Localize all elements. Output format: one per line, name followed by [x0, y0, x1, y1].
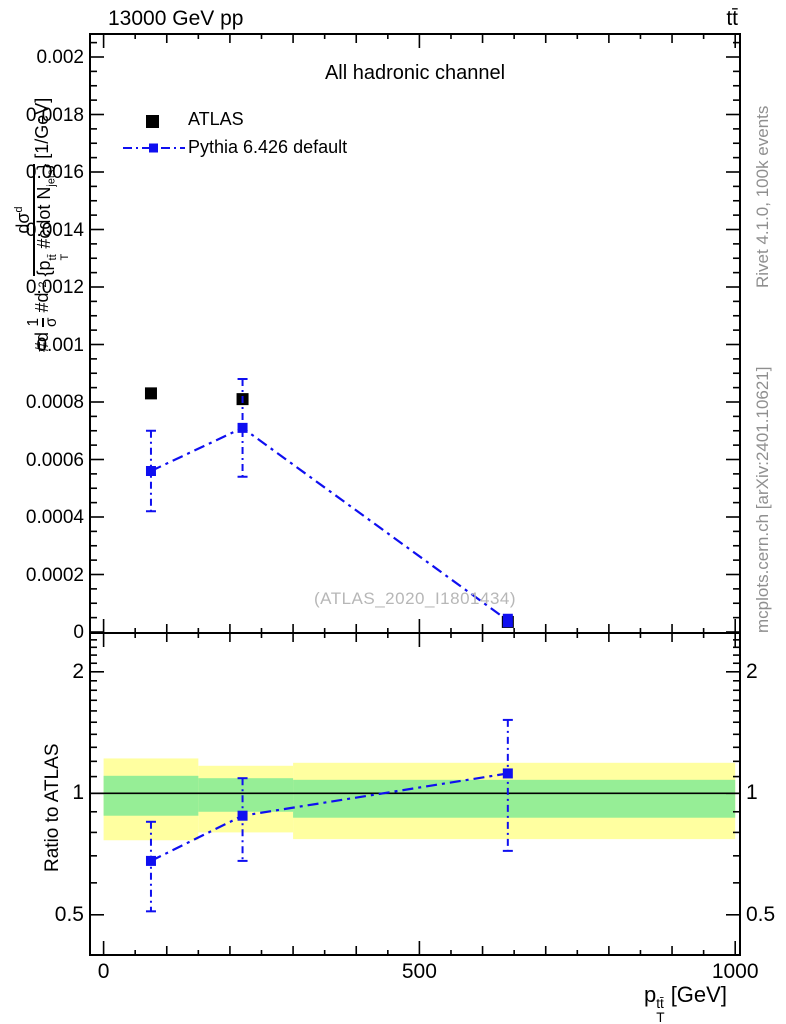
ratio-tick-label-right: 0.5 — [746, 902, 776, 926]
legend-label-pythia: Pythia 6.426 default — [188, 137, 348, 157]
process-label: tt̄ — [726, 7, 738, 30]
ratio-data-point — [145, 855, 156, 866]
blue-square-icon — [149, 143, 158, 153]
ratio-axis-label: Ratio to ATLAS — [42, 743, 63, 873]
legend-label-atlas: ATLAS — [188, 109, 244, 129]
green-band — [198, 778, 294, 812]
y-tick-label: 0.0014 — [25, 219, 84, 241]
panel-title: All hadronic channel — [324, 62, 506, 84]
ratio-tick-label-left: 1 — [72, 781, 84, 805]
pythia-data-series — [145, 378, 513, 628]
analysis-watermark: (ATLAS_2020_I1801434) — [313, 589, 517, 608]
green-band — [103, 775, 199, 816]
x-tick-label: 500 — [401, 960, 437, 983]
y-tick-label: 0.0018 — [25, 104, 84, 126]
y-tick-label: 0 — [73, 622, 84, 643]
ratio-tick-label-left: 0.5 — [54, 902, 84, 926]
x-tick-label: 1000 — [711, 960, 759, 983]
pythia-line-swatch — [122, 141, 186, 160]
atlas-marker-swatch — [146, 115, 159, 128]
y-tick-label: 0.002 — [36, 47, 84, 68]
atlas-data-point — [144, 387, 157, 400]
ylabel-frac-1-over-sigma: 1 σ — [24, 317, 60, 327]
y-tick-label: 0.0002 — [25, 564, 84, 586]
ratio-data-point — [237, 810, 248, 821]
axis-ticks — [90, 34, 740, 955]
y-tick-label: 0.0012 — [25, 277, 84, 298]
ratio-series — [145, 718, 513, 913]
y-tick-label: 0.0016 — [25, 162, 84, 183]
ratio-data-point — [502, 768, 513, 779]
pythia-data-point — [145, 466, 156, 476]
x-tick-label: 0 — [97, 960, 110, 983]
ratio-tick-label-right: 1 — [746, 781, 758, 805]
beam-energy-label: 13000 GeV pp — [108, 7, 244, 30]
y-tick-label: 0.0004 — [25, 507, 84, 528]
x-axis-label: p tt̄ T [GeV] — [644, 982, 727, 1024]
rivet-version-note: Rivet 4.1.0, 100k events — [753, 105, 772, 288]
ratio-tick-label-right: 2 — [746, 659, 758, 683]
y-tick-label: 0.0006 — [25, 449, 84, 471]
mcplots-arxiv-note: mcplots.cern.ch [arXiv:2401.10621] — [753, 366, 772, 633]
green-band — [293, 779, 736, 818]
ratio-tick-label-left: 2 — [72, 659, 84, 683]
pythia-data-point — [502, 615, 513, 626]
ratio-uncertainty-bands — [103, 758, 736, 841]
y-tick-label: 0.0008 — [25, 392, 84, 413]
pythia-data-point — [237, 422, 248, 433]
y-tick-label: 0.001 — [36, 334, 84, 356]
